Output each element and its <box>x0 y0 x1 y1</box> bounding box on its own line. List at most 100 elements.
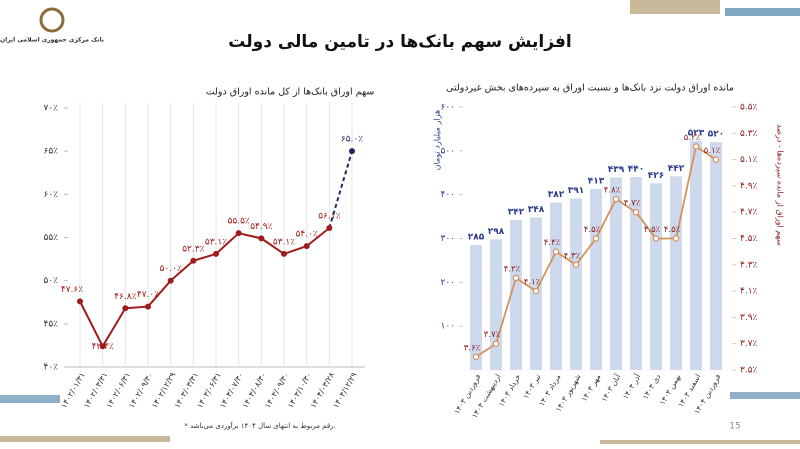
data-label: ۴۷.۰٪ <box>137 290 159 300</box>
point <box>532 287 540 295</box>
decor <box>730 392 800 399</box>
y-tick-label: ۴۵٪ <box>43 319 58 329</box>
y-tick-label: ۲۰۰ <box>440 278 455 288</box>
data-label: ۴۴۲ <box>668 164 685 174</box>
point <box>592 235 600 242</box>
data-label: ۵۳.۱٪ <box>273 237 295 247</box>
y-tick-label: ۵۰۰ <box>440 146 455 156</box>
estimate-line <box>328 150 353 229</box>
y2-axis-title: سهم اوراق از مانده سپرده‌ها - درصد <box>776 124 785 246</box>
data-label: ۳۹۱ <box>568 186 584 196</box>
logo-text: بانک مرکزی جمهوری اسلامی ایران <box>0 37 104 44</box>
point <box>235 230 242 237</box>
point <box>652 235 660 242</box>
bar <box>690 140 702 370</box>
slide-title: افزایش سهم بانک‌ها در تامین مالی دولت <box>228 32 572 52</box>
data-label: ۵.۲٪ <box>684 133 701 143</box>
data-label: ۴۲.۴٪ <box>92 342 114 352</box>
bar <box>550 202 562 370</box>
data-label: ۵۵.۵٪ <box>228 217 250 227</box>
point <box>512 274 520 282</box>
y2-tick-label: ۵.۳٪ <box>740 129 758 139</box>
point <box>672 235 680 242</box>
y-tick-label: ۵۰٪ <box>43 276 58 286</box>
data-label: ۳.۶٪ <box>464 343 481 353</box>
chart-title: مانده اوراق دولت نزد بانک‌ها و نسبت اورا… <box>446 83 734 94</box>
data-label: ۴.۲٪ <box>504 264 521 274</box>
y-axis-title: هزار میلیارد تومان <box>433 110 442 170</box>
y2-tick-label: ۵.۱٪ <box>740 155 758 165</box>
data-label: ۳.۷٪ <box>484 330 501 340</box>
bar <box>650 183 662 370</box>
y2-tick-label: ۳.۵٪ <box>740 366 758 376</box>
point <box>258 235 265 242</box>
data-label: ۴.۸٪ <box>604 186 621 196</box>
point <box>77 298 83 305</box>
data-label: ۵۰.۰٪ <box>160 264 182 274</box>
data-label: ۴۱۳ <box>588 176 605 186</box>
data-label: ۴.۵٪ <box>584 225 601 235</box>
data-label: ۴.۷٪ <box>624 199 641 209</box>
point <box>326 225 333 232</box>
data-label: ۴.۴٪ <box>544 238 561 248</box>
data-label: ۶۵.۰٪ <box>341 135 363 145</box>
data-label: ۴۷.۶٪ <box>61 285 83 295</box>
data-label: ۵.۱٪ <box>704 146 721 156</box>
y2-tick-label: ۴.۹٪ <box>740 181 758 191</box>
data-label: ۳۴۲ <box>508 208 525 218</box>
point <box>281 250 287 257</box>
point <box>190 257 197 264</box>
y2-tick-label: ۳.۷٪ <box>740 339 758 349</box>
point <box>612 195 620 203</box>
data-label: ۴.۱٪ <box>524 278 541 288</box>
y-tick-label: ۱۰۰ <box>440 322 455 332</box>
point <box>472 353 480 361</box>
y-tick-label: ۶۰۰ <box>440 103 455 113</box>
data-label: ۵۴.۹٪ <box>250 222 272 232</box>
decor <box>0 436 170 442</box>
data-label: ۴۳۹ <box>608 165 625 175</box>
data-label: ۴.۵٪ <box>644 225 661 235</box>
data-label: ۵۳.۱٪ <box>205 237 227 247</box>
point <box>492 340 500 347</box>
y2-tick-label: ۳.۹٪ <box>740 313 758 323</box>
point <box>145 303 151 310</box>
bar <box>470 245 482 370</box>
point <box>692 143 700 150</box>
data-label: ۵۲.۳٪ <box>182 244 204 254</box>
decor <box>725 8 800 16</box>
data-label: ۵۶.۱٪ <box>318 212 340 222</box>
logo <box>39 7 65 33</box>
point <box>213 250 219 257</box>
bar <box>490 239 502 370</box>
point <box>632 208 640 216</box>
chart-title: سهم اوراق بانک‌ها از کل مانده اوراق دولت <box>206 87 375 98</box>
point <box>303 243 310 250</box>
line <box>79 227 330 349</box>
decor <box>600 440 800 444</box>
point <box>99 343 106 350</box>
bar <box>570 198 582 370</box>
decor <box>630 0 720 14</box>
point <box>349 148 355 155</box>
bar <box>630 177 642 370</box>
point <box>712 156 720 163</box>
point <box>122 305 129 312</box>
point <box>572 261 580 268</box>
data-label: ۵۴.۰٪ <box>296 230 318 240</box>
y-tick-label: ۴۰٪ <box>43 363 58 373</box>
data-label: ۲۸۵ <box>468 233 485 243</box>
data-label: ۵۲۰ <box>708 130 724 140</box>
decor <box>0 395 60 403</box>
y2-tick-label: ۴.۵٪ <box>740 234 758 244</box>
footnote: * رقم مربوط به انتهای سال ۱۴۰۴ برآوردی م… <box>184 421 336 430</box>
bar <box>710 142 722 370</box>
bar <box>590 188 602 370</box>
y2-tick-label: ۴.۳٪ <box>740 260 758 270</box>
y2-tick-label: ۵.۵٪ <box>740 103 758 113</box>
y-tick-label: ۶۵٪ <box>43 147 58 157</box>
y-tick-label: ۵۵٪ <box>43 233 58 243</box>
y-tick-label: ۷۰٪ <box>43 104 58 114</box>
